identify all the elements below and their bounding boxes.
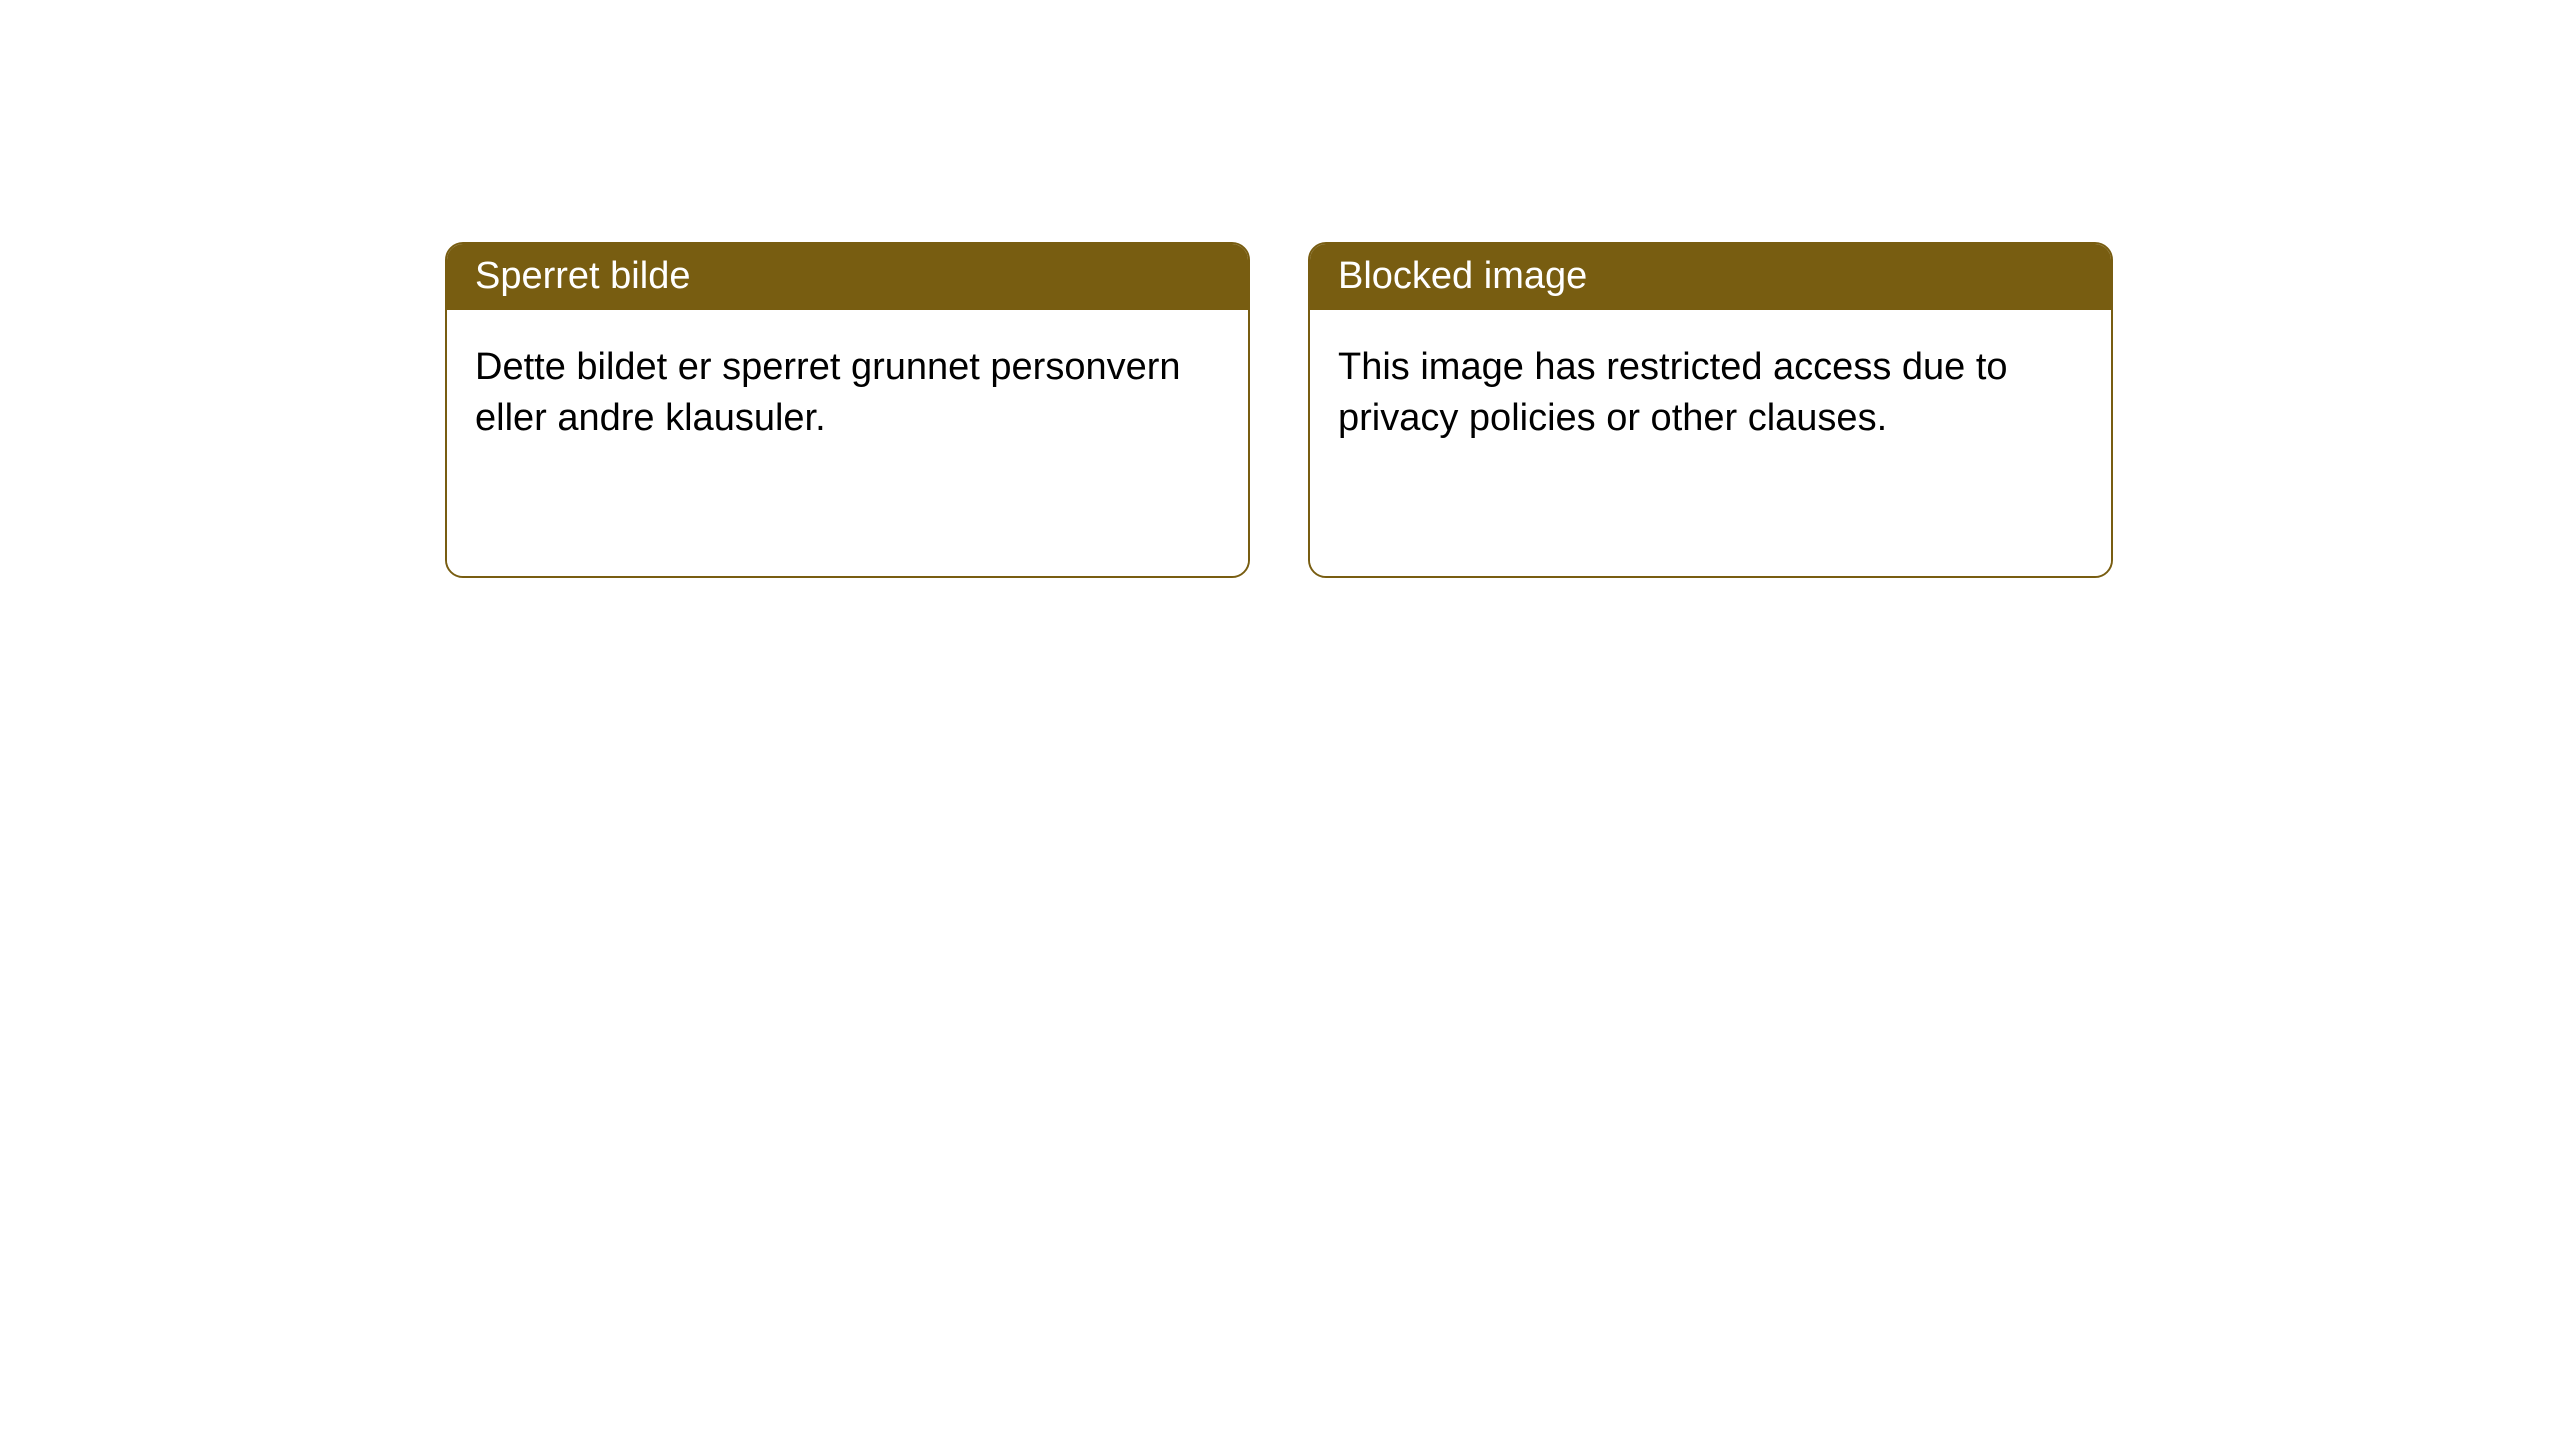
notice-card-english: Blocked image This image has restricted … bbox=[1308, 242, 2113, 578]
notice-header: Sperret bilde bbox=[447, 244, 1248, 310]
notice-header: Blocked image bbox=[1310, 244, 2111, 310]
notice-body: Dette bildet er sperret grunnet personve… bbox=[447, 310, 1248, 576]
notice-body: This image has restricted access due to … bbox=[1310, 310, 2111, 576]
notice-card-norwegian: Sperret bilde Dette bildet er sperret gr… bbox=[445, 242, 1250, 578]
notice-container: Sperret bilde Dette bildet er sperret gr… bbox=[445, 242, 2113, 578]
